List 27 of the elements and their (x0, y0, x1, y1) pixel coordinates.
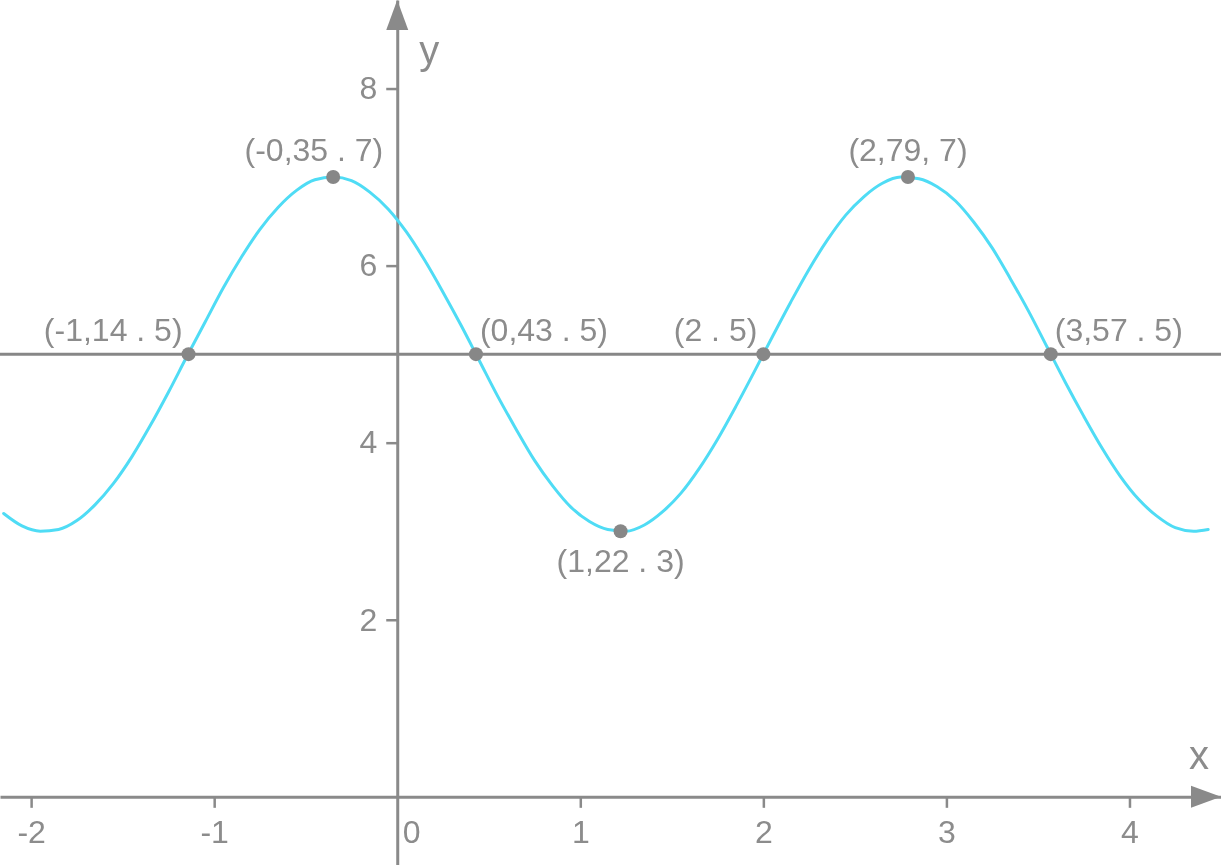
x-tick-label: -1 (200, 813, 229, 850)
point (326, 170, 341, 185)
y-tick-label: 4 (359, 424, 378, 461)
point (181, 347, 196, 362)
x-tick-label: 4 (1121, 813, 1139, 850)
data-label: (-0,35 . 7) (244, 132, 384, 169)
data-label: (-1,14 . 5) (43, 312, 183, 349)
x-tick-label: 1 (571, 813, 590, 850)
x-tick-label: 3 (938, 813, 956, 850)
point (900, 170, 915, 185)
data-label: (1,22 . 3) (556, 543, 685, 580)
y-tick-label: 6 (359, 247, 378, 284)
data-label: (3,57 . 5) (1054, 312, 1183, 349)
x-axis-title: x (1189, 732, 1209, 777)
point (468, 347, 483, 362)
x-tick-label: 2 (754, 813, 773, 850)
data-label: (0,43 . 5) (479, 312, 609, 349)
data-label: (2,79, 7) (848, 132, 968, 169)
x-tick-label: -2 (17, 813, 46, 850)
point (756, 347, 771, 362)
y-axis-title: y (419, 28, 440, 72)
y-tick-label: 8 (359, 70, 378, 107)
y-tick-label: 2 (359, 601, 378, 638)
point (1043, 347, 1058, 362)
data-label: (2 . 5) (673, 312, 758, 349)
x-tick-label: 0 (402, 813, 421, 850)
point (613, 524, 628, 539)
